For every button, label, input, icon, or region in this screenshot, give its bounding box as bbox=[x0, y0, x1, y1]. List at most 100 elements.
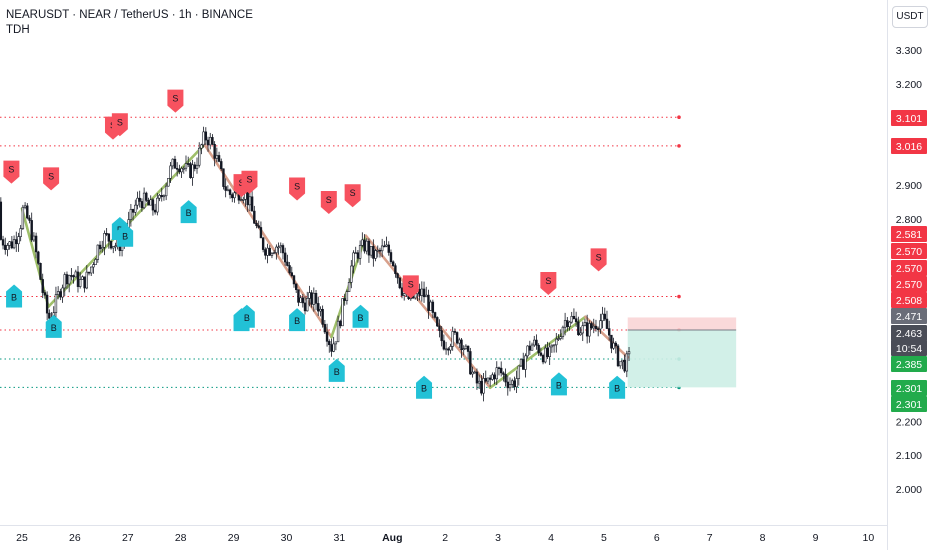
sell-signal-marker: S bbox=[43, 167, 60, 191]
candle-body bbox=[619, 361, 622, 367]
candle-body bbox=[497, 367, 501, 370]
indicator-name[interactable]: TDH bbox=[6, 24, 30, 36]
candle-body bbox=[557, 338, 560, 340]
candle-body bbox=[76, 271, 80, 287]
candle-body bbox=[246, 191, 249, 206]
price-label-box bbox=[891, 340, 927, 356]
candle-body bbox=[275, 246, 278, 253]
price-tick-label: 3.200 bbox=[896, 79, 922, 91]
candle-body bbox=[535, 339, 538, 346]
candle-body bbox=[160, 195, 163, 198]
level-anchor bbox=[677, 144, 681, 148]
signal-letter: S bbox=[48, 171, 54, 181]
signal-letter: B bbox=[421, 384, 427, 394]
sell-signal-marker: S bbox=[167, 89, 184, 113]
symbol-title[interactable]: NEARUSDT · NEAR / TetherUS · 1h · BINANC… bbox=[6, 9, 253, 21]
price-label-text: 2.471 bbox=[896, 311, 922, 323]
candle-body bbox=[506, 381, 509, 389]
candle-body bbox=[350, 265, 353, 283]
candle-body bbox=[544, 347, 547, 363]
signal-letter: S bbox=[350, 188, 356, 198]
price-tick-label: 2.000 bbox=[896, 484, 922, 496]
candle-body bbox=[594, 325, 598, 329]
sell-marker-shape bbox=[590, 248, 607, 272]
candle-body bbox=[361, 239, 364, 246]
candle-body bbox=[601, 313, 604, 322]
candle-body bbox=[345, 291, 349, 301]
buy-marker-shape bbox=[180, 200, 197, 224]
time-tick-label: 5 bbox=[601, 532, 607, 544]
candle-body bbox=[297, 289, 300, 303]
candle-body bbox=[334, 341, 338, 345]
candle-body bbox=[191, 164, 194, 178]
candle-body bbox=[374, 250, 377, 259]
price-label-box bbox=[891, 325, 927, 341]
candle-body bbox=[583, 322, 587, 327]
position-tool[interactable] bbox=[627, 317, 737, 388]
candle-body bbox=[442, 340, 446, 350]
price-label-box bbox=[891, 110, 927, 126]
candle-body bbox=[495, 367, 498, 380]
candle-body bbox=[12, 239, 16, 249]
price-label-box bbox=[891, 292, 927, 308]
candle-body bbox=[376, 249, 379, 252]
price-label-box bbox=[891, 226, 927, 242]
candle-body bbox=[78, 279, 82, 287]
sell-marker-shape bbox=[402, 275, 419, 299]
candle-body bbox=[45, 294, 49, 314]
candle-body bbox=[277, 246, 280, 249]
candle-body bbox=[253, 210, 256, 224]
candle-body bbox=[550, 344, 554, 348]
candle-body bbox=[447, 348, 450, 351]
candle-body bbox=[94, 259, 97, 265]
candle-body bbox=[228, 189, 232, 195]
candle-body bbox=[528, 345, 532, 351]
candle-body bbox=[61, 287, 64, 298]
candle-body bbox=[431, 301, 435, 313]
candle-body bbox=[90, 266, 93, 274]
candle-body bbox=[530, 344, 534, 351]
candle-body bbox=[596, 328, 600, 330]
buy-signal-marker: B bbox=[6, 284, 23, 308]
candles bbox=[0, 126, 631, 402]
time-axis-divider bbox=[0, 525, 887, 526]
candle-body bbox=[129, 209, 133, 220]
sell-signal-marker: S bbox=[111, 113, 128, 137]
candle-body bbox=[559, 336, 562, 339]
sell-marker-shape bbox=[111, 113, 128, 137]
signal-letter: S bbox=[294, 181, 300, 191]
signal-letter: B bbox=[294, 316, 300, 326]
candle-body bbox=[215, 155, 219, 159]
candle-body bbox=[378, 249, 382, 252]
sell-marker-shape bbox=[3, 160, 20, 184]
candle-body bbox=[186, 163, 190, 165]
candle-body bbox=[153, 209, 157, 213]
buy-marker-shape bbox=[289, 308, 306, 332]
price-label-text: 2.570 bbox=[896, 279, 922, 291]
time-tick-label: Aug bbox=[382, 532, 402, 544]
currency-button[interactable]: USDT bbox=[892, 6, 928, 28]
signal-letter: S bbox=[246, 175, 252, 185]
candle-body bbox=[213, 144, 216, 159]
candle-body bbox=[301, 297, 305, 304]
time-tick-label: 9 bbox=[813, 532, 819, 544]
candle-body bbox=[455, 332, 459, 344]
candle-body bbox=[449, 346, 452, 351]
candle-body bbox=[612, 342, 615, 349]
candle-body bbox=[537, 344, 540, 354]
candle-body bbox=[131, 209, 135, 213]
level-anchor bbox=[677, 115, 681, 120]
time-tick-label: 7 bbox=[707, 532, 713, 544]
sell-marker-shape bbox=[320, 190, 337, 214]
buy-signal-marker: B bbox=[117, 223, 134, 247]
candle-body bbox=[85, 271, 89, 289]
signal-markers: SSSSSSSSSSSSSBBBBBBBBBBBBB bbox=[3, 89, 626, 399]
candle-body bbox=[339, 320, 342, 327]
candle-body bbox=[466, 345, 470, 352]
candle-body bbox=[477, 380, 481, 384]
candle-body bbox=[369, 246, 373, 256]
buy-marker-shape bbox=[609, 375, 626, 399]
candle-body bbox=[294, 283, 298, 290]
sell-marker-shape bbox=[540, 272, 557, 296]
